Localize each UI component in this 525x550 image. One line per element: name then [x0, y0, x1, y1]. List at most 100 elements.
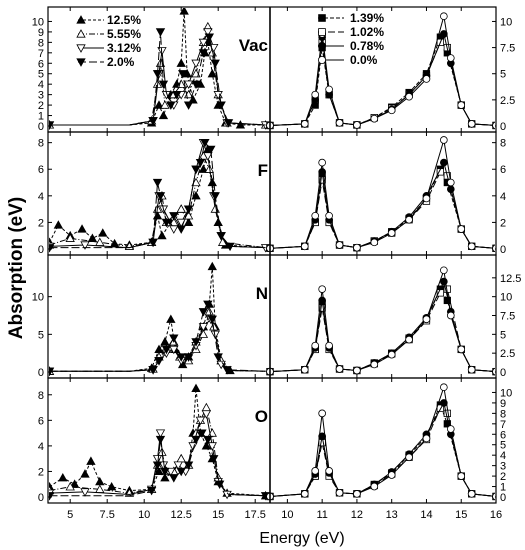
data-point: [492, 367, 495, 376]
y-tick-label-left: 3: [38, 90, 44, 102]
data-point: [176, 225, 186, 234]
legend-label: 3.12%: [107, 41, 141, 55]
data-point: [215, 480, 225, 490]
data-point: [77, 224, 87, 233]
y-tick-label-right: 8: [500, 408, 506, 420]
legend-marker: [318, 28, 326, 36]
legend-marker: [76, 29, 86, 38]
data-point: [213, 353, 223, 362]
data-point: [325, 85, 333, 94]
data-point: [198, 323, 209, 332]
series-line: [269, 403, 495, 497]
data-point: [467, 120, 476, 128]
data-point: [457, 101, 466, 109]
series-left-20: [49, 300, 266, 377]
y-tick-label-right: 12.5: [500, 273, 521, 285]
panel-label: Vac: [239, 36, 268, 55]
data-point: [188, 95, 198, 104]
data-point: [387, 350, 396, 359]
data-point: [216, 232, 226, 241]
data-point: [235, 120, 246, 129]
data-point: [201, 402, 212, 412]
data-point: [178, 70, 188, 79]
data-point: [318, 176, 326, 184]
data-point: [216, 101, 226, 110]
data-point: [387, 229, 396, 237]
data-point: [422, 194, 431, 203]
data-point: [98, 228, 108, 237]
data-point: [155, 192, 166, 201]
y-tick-label-left: 0: [38, 244, 44, 256]
series-line: [269, 161, 495, 249]
series-right-00: [266, 383, 495, 501]
x-tick-label-left: 15: [212, 509, 224, 521]
data-point: [155, 435, 166, 445]
legend-marker: [317, 42, 326, 51]
data-point: [318, 439, 326, 447]
data-point: [166, 467, 176, 477]
data-point: [446, 178, 455, 187]
x-tick-label-right: 10: [281, 509, 293, 521]
data-point: [204, 33, 214, 42]
series-left-20: [49, 429, 271, 501]
x-tick-label-right: 16: [490, 509, 502, 521]
data-point: [325, 211, 333, 220]
panel-series: [49, 136, 495, 253]
y-tick-label-right: 8: [500, 138, 506, 150]
data-point: [300, 242, 309, 251]
x-tick-label-right: 14: [420, 509, 432, 521]
legend-left: 12.5%5.55%3.12%2.0%: [76, 13, 141, 69]
data-point: [210, 192, 220, 201]
data-point: [353, 243, 361, 252]
y-tick-label-left: 8: [38, 390, 44, 402]
data-point: [148, 238, 158, 248]
data-point: [176, 58, 186, 67]
y-tick-label-right: 7: [500, 419, 506, 431]
data-point: [405, 92, 413, 101]
y-tick-label-left: 0: [38, 492, 44, 504]
data-point: [311, 211, 320, 220]
data-point: [335, 119, 344, 127]
data-point: [158, 80, 169, 90]
series-left-312: [49, 410, 266, 500]
y-tick-label-right: 1: [500, 482, 506, 494]
data-point: [191, 190, 201, 200]
y-tick-label-right: 7.5: [500, 311, 515, 323]
series-left-20: [49, 139, 266, 253]
plot-area: 01234567891002.557.510Vac0246802468F0510…: [32, 6, 521, 521]
y-tick-label-right: 0: [500, 492, 506, 504]
data-point: [210, 59, 220, 69]
legend-marker: [317, 56, 326, 65]
y-tick-label-right: 10: [500, 292, 512, 304]
data-point: [209, 455, 219, 464]
data-point: [311, 341, 320, 350]
panel-label: F: [258, 161, 268, 180]
data-point: [183, 353, 194, 362]
y-tick-label-right: 5: [500, 69, 506, 81]
y-tick-label-right: 0: [500, 121, 506, 133]
data-point: [160, 467, 170, 477]
data-point: [200, 139, 210, 148]
data-point: [169, 225, 179, 234]
data-point: [446, 311, 455, 320]
x-axis-label: Energy (eV): [259, 530, 344, 547]
data-point: [179, 8, 189, 15]
data-point: [225, 242, 235, 252]
series-line: [49, 141, 266, 249]
data-point: [217, 237, 228, 246]
series-left-20: [49, 28, 266, 130]
series-line: [49, 388, 266, 497]
y-tick-label-right: 2: [500, 217, 506, 229]
panel-label: O: [255, 407, 268, 426]
data-point: [422, 75, 431, 83]
y-tick-label-left: 5: [38, 69, 44, 81]
data-point: [152, 178, 163, 188]
data-point: [201, 410, 212, 419]
x-tick-label-left: 5: [67, 509, 73, 521]
y-tick-label-left: 4: [38, 191, 44, 203]
data-point: [169, 334, 179, 343]
data-point: [318, 168, 326, 176]
y-tick-label-left: 4: [38, 441, 44, 453]
data-point: [198, 38, 209, 48]
